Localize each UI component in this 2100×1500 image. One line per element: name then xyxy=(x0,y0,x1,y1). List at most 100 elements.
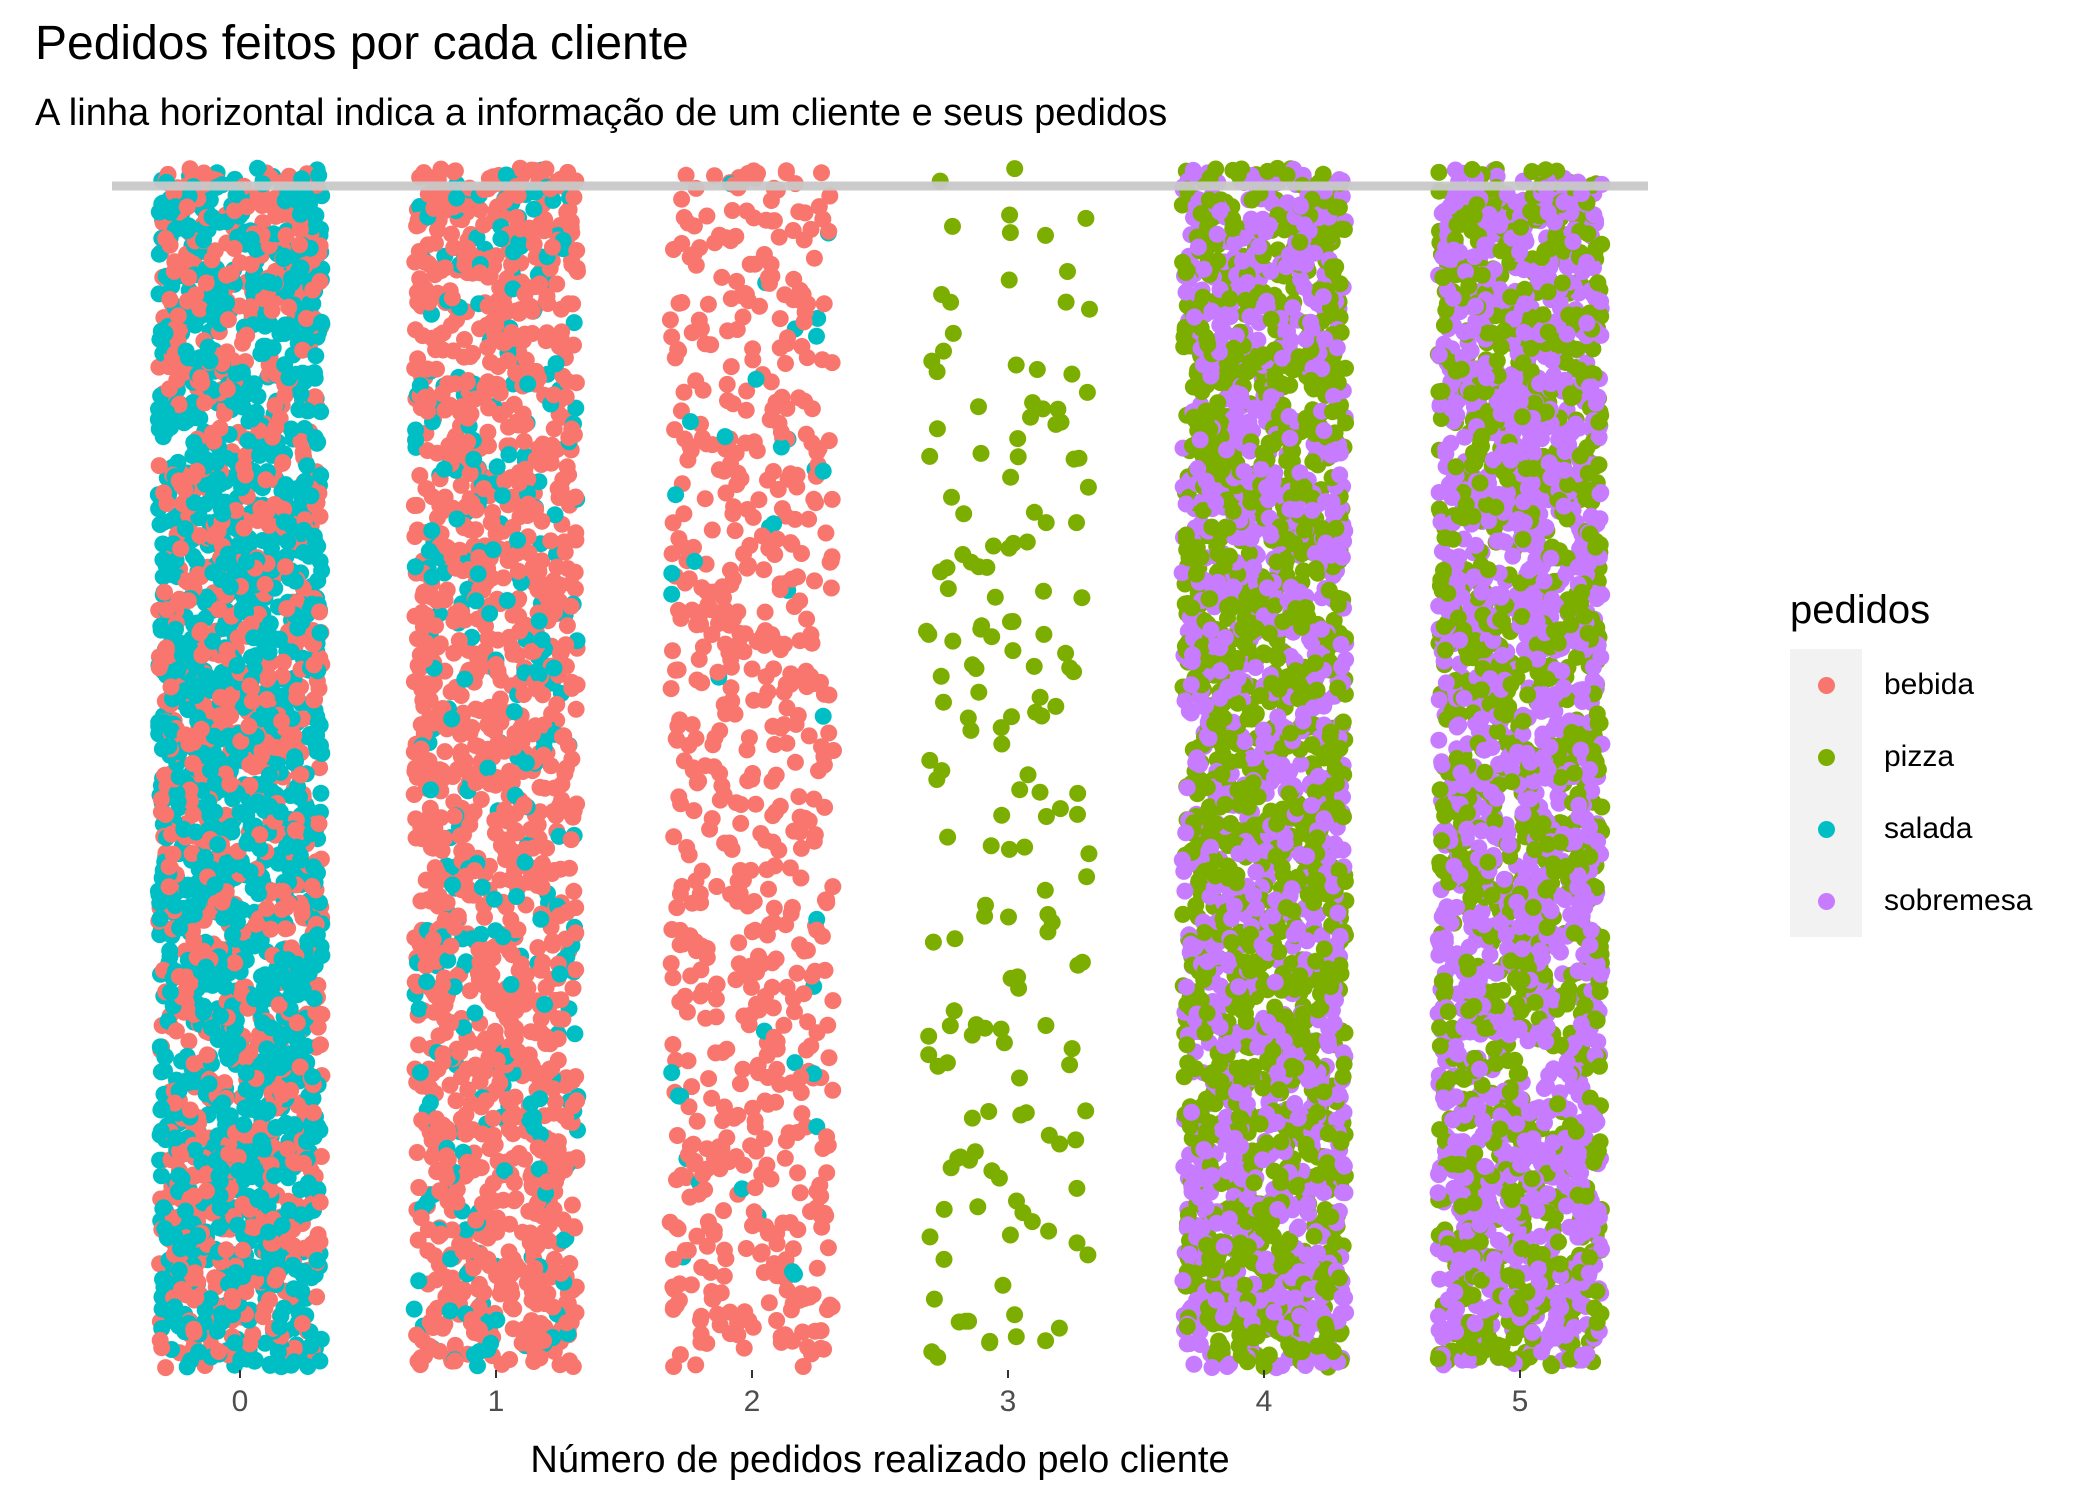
point-bebida xyxy=(719,322,737,340)
point-bebida xyxy=(803,1345,820,1363)
point-bebida xyxy=(191,527,209,545)
point-bebida xyxy=(753,1243,771,1261)
point-salada xyxy=(276,192,294,210)
point-bebida xyxy=(180,1032,198,1050)
point-salada xyxy=(234,599,252,617)
point-bebida xyxy=(789,1164,807,1182)
point-bebida xyxy=(805,249,823,267)
point-salada xyxy=(219,1050,237,1067)
point-bebida xyxy=(693,1258,711,1276)
point-bebida xyxy=(817,524,835,542)
point-bebida xyxy=(666,421,684,439)
point-bebida xyxy=(533,512,551,530)
point-bebida xyxy=(486,1192,504,1210)
point-bebida xyxy=(531,1349,549,1367)
point-bebida xyxy=(408,768,426,786)
point-bebida xyxy=(196,394,214,412)
point-salada xyxy=(747,370,765,388)
point-bebida xyxy=(752,825,770,842)
point-bebida xyxy=(462,405,480,423)
point-bebida xyxy=(679,451,697,469)
point-bebida xyxy=(166,253,184,271)
point-bebida xyxy=(418,360,436,378)
point-bebida xyxy=(443,289,461,307)
point-bebida xyxy=(157,639,175,657)
point-bebida xyxy=(765,212,783,230)
point-salada xyxy=(411,1064,429,1081)
point-salada xyxy=(275,513,293,531)
point-bebida xyxy=(280,298,298,316)
point-bebida xyxy=(696,490,714,508)
point-bebida xyxy=(763,978,781,996)
point-bebida xyxy=(562,831,580,849)
point-bebida xyxy=(790,788,808,806)
point-salada xyxy=(212,973,230,991)
point-bebida xyxy=(759,683,777,701)
point-salada xyxy=(508,888,525,905)
point-bebida xyxy=(477,1092,495,1110)
point-salada xyxy=(312,466,330,484)
point-bebida xyxy=(450,602,468,620)
point-bebida xyxy=(693,429,711,447)
point-bebida xyxy=(662,680,680,698)
point-bebida xyxy=(529,1139,547,1157)
point-salada xyxy=(247,403,265,421)
point-bebida xyxy=(409,1231,427,1249)
point-bebida xyxy=(698,207,716,225)
point-bebida xyxy=(766,736,784,753)
point-salada xyxy=(716,428,734,446)
point-bebida xyxy=(785,270,803,288)
point-bebida xyxy=(501,1215,518,1233)
point-bebida xyxy=(803,400,821,418)
point-bebida xyxy=(216,405,233,423)
point-bebida xyxy=(767,766,785,784)
point-salada xyxy=(439,951,457,969)
point-salada xyxy=(467,592,485,610)
point-bebida xyxy=(185,1320,203,1338)
point-bebida xyxy=(808,1259,826,1277)
point-bebida xyxy=(519,495,537,513)
point-bebida xyxy=(813,927,831,945)
point-bebida xyxy=(270,1079,288,1097)
point-bebida xyxy=(312,1036,329,1054)
point-bebida xyxy=(216,707,234,725)
point-bebida xyxy=(661,311,679,329)
point-bebida xyxy=(157,806,175,823)
point-bebida xyxy=(150,457,168,475)
point-salada xyxy=(245,937,263,955)
point-bebida xyxy=(525,235,543,253)
point-salada xyxy=(667,486,685,504)
point-bebida xyxy=(810,198,828,216)
point-bebida xyxy=(544,1298,562,1316)
point-bebida xyxy=(509,562,527,580)
point-bebida xyxy=(692,1307,710,1325)
point-bebida xyxy=(765,660,783,678)
point-salada xyxy=(212,571,230,589)
point-salada xyxy=(233,363,251,381)
point-bebida xyxy=(234,1241,252,1259)
point-bebida xyxy=(218,641,236,659)
point-bebida xyxy=(673,190,691,208)
point-bebida xyxy=(746,1118,764,1136)
point-salada xyxy=(258,273,275,290)
point-salada xyxy=(158,421,176,439)
point-bebida xyxy=(703,1283,721,1300)
point-bebida xyxy=(514,416,532,434)
point-bebida xyxy=(423,804,440,822)
point-bebida xyxy=(567,700,585,718)
point-bebida xyxy=(243,692,261,710)
point-bebida xyxy=(550,907,568,925)
point-salada xyxy=(221,857,239,875)
point-bebida xyxy=(708,1305,726,1323)
point-salada xyxy=(241,798,259,816)
point-bebida xyxy=(440,376,458,394)
point-salada xyxy=(814,462,832,480)
point-salada xyxy=(249,387,267,405)
point-salada xyxy=(219,545,237,563)
point-bebida xyxy=(568,1092,586,1110)
point-salada xyxy=(500,446,518,464)
point-bebida xyxy=(173,1281,190,1298)
point-bebida xyxy=(668,1127,686,1144)
point-salada xyxy=(175,820,193,838)
point-bebida xyxy=(693,862,711,880)
